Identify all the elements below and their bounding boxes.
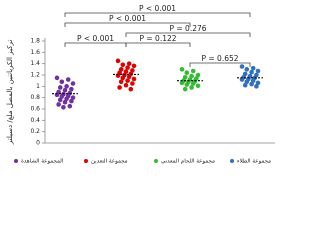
data-point (128, 86, 134, 92)
data-point (118, 79, 124, 85)
data-point (115, 58, 121, 64)
data-point (126, 74, 132, 79)
data-point (255, 68, 261, 74)
y-tick-label: 0.2 (30, 128, 40, 135)
legend-marker (84, 159, 88, 163)
significance-bracket (64, 22, 191, 27)
data-point (64, 84, 69, 89)
legend-label: المجموعة الشاهدة (21, 159, 64, 165)
data-point (125, 65, 130, 70)
data-point (62, 99, 68, 105)
data-point (179, 67, 185, 72)
chart: تركيز الكرياتنين بالمصل ملغ/ دسيلتر 0 0.2… (6, 4, 275, 165)
data-point (250, 65, 256, 71)
p-value-label: P = 0.276 (169, 24, 206, 33)
legend-marker (230, 159, 234, 163)
data-point (56, 102, 61, 107)
legend-label: مجموعة اللحام المعدني (161, 159, 215, 165)
data-point (179, 80, 185, 86)
significance-bracket (189, 62, 251, 67)
data-point (130, 81, 135, 86)
data-point (254, 84, 259, 89)
data-point (239, 64, 245, 69)
data-point (120, 62, 126, 68)
significance-bracket (64, 12, 251, 17)
legend-marker (14, 159, 18, 163)
data-point (244, 67, 250, 72)
data-point (182, 86, 188, 92)
data-point (57, 97, 63, 103)
p-value-label: P < 0.001 (109, 14, 146, 23)
p-value-label: P < 0.001 (77, 34, 114, 43)
y-tick-label: 0.6 (30, 106, 40, 113)
p-value-label: P = 0.122 (139, 34, 176, 43)
data-point (126, 61, 132, 66)
data-point (67, 103, 73, 109)
data-point (62, 88, 68, 93)
data-point (195, 83, 201, 89)
data-point (131, 76, 137, 82)
data-point (131, 63, 137, 69)
legend-label: مجموعة التعدين (91, 159, 128, 165)
y-tick-label: 1.4 (30, 60, 40, 67)
y-tick-label: 1.6 (30, 49, 40, 56)
y-tick-label: 0.8 (30, 94, 40, 101)
data-point (70, 81, 76, 86)
y-axis-label: تركيز الكرياتنين بالمصل ملغ/ دسيلتر (6, 40, 14, 146)
data-point (57, 85, 63, 90)
data-point (242, 82, 248, 88)
y-tick-label: 0.4 (30, 117, 40, 124)
data-point (184, 70, 190, 76)
data-point (61, 105, 66, 110)
data-point (65, 77, 71, 82)
data-point (69, 98, 74, 104)
data-point (190, 68, 196, 74)
significance-bracket (125, 32, 251, 37)
data-point (125, 78, 130, 83)
data-point (120, 75, 126, 81)
legend-label: مجموعة الطلاء (237, 159, 271, 165)
data-point (69, 86, 74, 92)
data-point (184, 82, 190, 87)
y-tick-label: 0 (36, 140, 40, 147)
significance-bracket (125, 42, 191, 47)
y-tick-label: 1 (36, 83, 40, 90)
data-point (117, 85, 122, 90)
y-tick-label: 1.2 (30, 72, 40, 79)
data-point (59, 79, 65, 85)
legend-marker (154, 159, 158, 163)
data-point (190, 81, 196, 86)
data-point (249, 69, 254, 75)
significance-bracket (64, 42, 127, 47)
data-point (249, 81, 254, 87)
p-value-label: P < 0.001 (139, 4, 176, 13)
p-value-label: P = 0.652 (201, 54, 238, 63)
data-point (123, 82, 129, 88)
data-point (54, 75, 60, 81)
data-point (189, 85, 194, 90)
y-tick-label: 1.8 (30, 38, 40, 45)
